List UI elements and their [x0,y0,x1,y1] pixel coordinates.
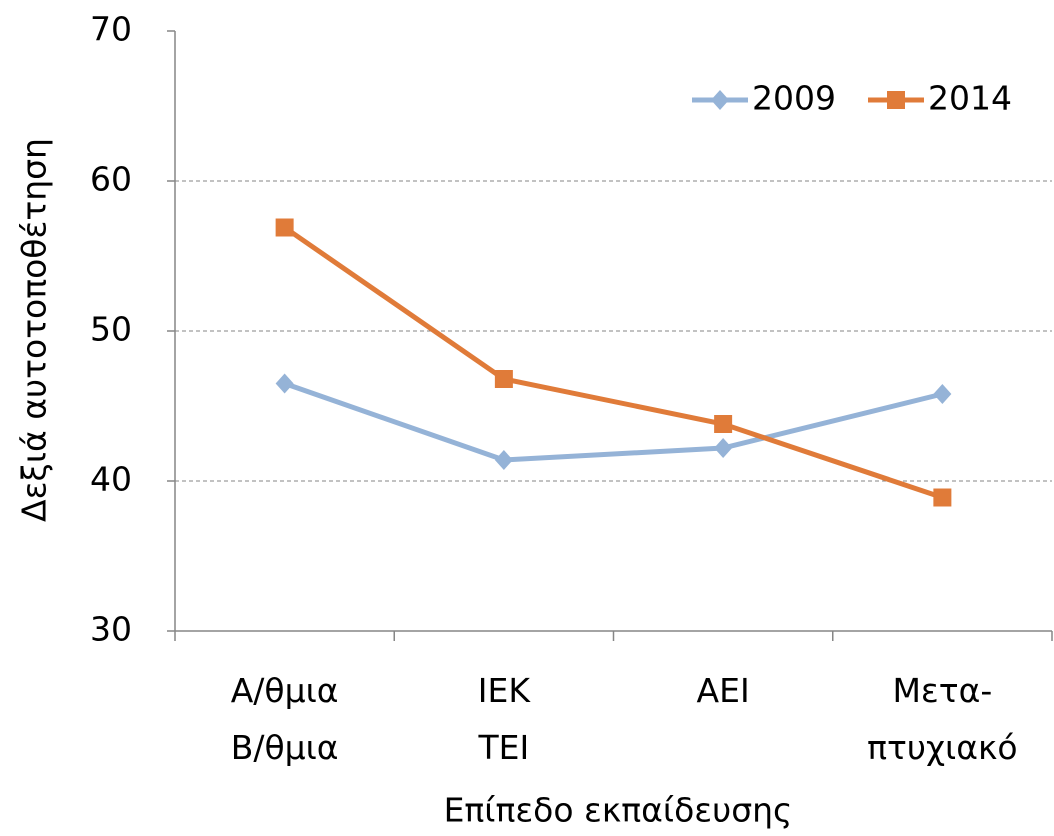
x-tick-label-line: ΑΕΙ [697,671,750,710]
legend-label: 2014 [928,79,1012,118]
x-tick-label: Α/θμια Β/θμια [231,671,339,767]
marker [494,370,513,388]
marker [494,450,513,470]
y-tick-label: 50 [90,310,132,349]
x-tick-label-line: Μετα- [892,671,992,710]
y-tick-label: 70 [90,10,132,49]
marker [275,373,294,394]
x-tick-label: ΙΕΚ ΤΕΙ [478,671,532,767]
series-line [283,225,944,500]
x-tick-label-line: ΤΕΙ [478,728,530,767]
marker [933,488,952,507]
marker [711,90,729,110]
y-tick-label: 40 [90,460,132,499]
x-tick-label-line: ΙΕΚ [478,671,532,710]
marker [714,438,733,458]
x-tick-label: Μετα-πτυχιακό [867,671,1017,767]
y-tick-label: 30 [90,610,132,649]
x-tick-label: ΑΕΙ [697,671,750,710]
series-line [283,381,943,463]
marker [887,91,905,109]
y-axis-label: Δεξιά αυτοτοποθέτηση [15,138,54,522]
x-axis-label: Επίπεδο εκπαίδευσης [444,791,793,830]
x-tick-label-line: Α/θμια [231,671,339,710]
x-tick-label-line: Β/θμια [231,728,339,767]
marker [275,218,294,237]
x-tick-label-line: πτυχιακό [867,728,1017,767]
legend-label: 2009 [752,79,836,118]
marker [933,384,952,404]
y-tick-label: 60 [90,160,132,199]
marker [714,415,733,433]
